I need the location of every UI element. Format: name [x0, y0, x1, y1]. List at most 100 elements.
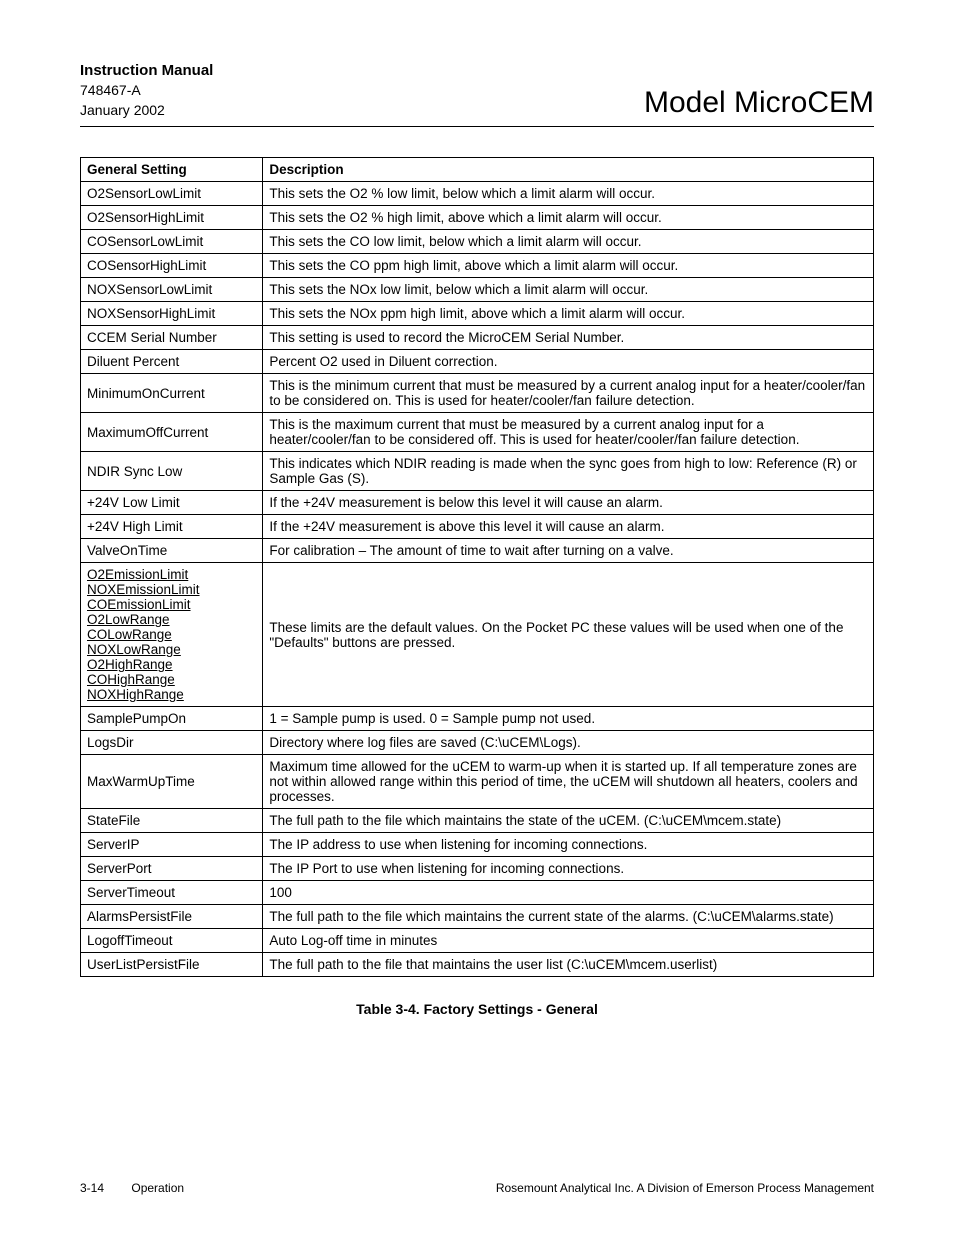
setting-cell: AlarmsPersistFile — [81, 905, 263, 929]
description-cell: The IP Port to use when listening for in… — [263, 857, 874, 881]
table-row: NDIR Sync LowThis indicates which NDIR r… — [81, 452, 874, 491]
setting-cell: O2SensorHighLimit — [81, 206, 263, 230]
col-header-setting: General Setting — [81, 158, 263, 182]
table-row: MaxWarmUpTimeMaximum time allowed for th… — [81, 755, 874, 809]
setting-cell: ServerIP — [81, 833, 263, 857]
description-cell: This sets the CO ppm high limit, above w… — [263, 254, 874, 278]
table-row: NOXSensorLowLimitThis sets the NOx low l… — [81, 278, 874, 302]
table-row: StateFileThe full path to the file which… — [81, 809, 874, 833]
setting-cell: StateFile — [81, 809, 263, 833]
setting-cell: NDIR Sync Low — [81, 452, 263, 491]
table-row: UserListPersistFileThe full path to the … — [81, 953, 874, 977]
table-caption: Table 3-4. Factory Settings - General — [80, 1001, 874, 1017]
manual-title: Instruction Manual — [80, 60, 213, 81]
table-row: ServerPortThe IP Port to use when listen… — [81, 857, 874, 881]
setting-cell: NOXSensorHighLimit — [81, 302, 263, 326]
table-row: NOXSensorHighLimitThis sets the NOx ppm … — [81, 302, 874, 326]
setting-name: COEmissionLimit — [87, 597, 256, 612]
doc-number: 748467-A — [80, 81, 213, 101]
footer-left: 3-14 Operation — [80, 1181, 184, 1195]
table-row: O2EmissionLimitNOXEmissionLimitCOEmissio… — [81, 563, 874, 707]
setting-cell: +24V Low Limit — [81, 491, 263, 515]
setting-cell: SamplePumpOn — [81, 707, 263, 731]
col-header-description: Description — [263, 158, 874, 182]
table-row: ServerTimeout100 — [81, 881, 874, 905]
table-row: COSensorHighLimitThis sets the CO ppm hi… — [81, 254, 874, 278]
description-cell: Maximum time allowed for the uCEM to war… — [263, 755, 874, 809]
description-cell: The full path to the file that maintains… — [263, 953, 874, 977]
description-cell: This sets the O2 % high limit, above whi… — [263, 206, 874, 230]
setting-name: COHighRange — [87, 672, 256, 687]
setting-cell: Diluent Percent — [81, 350, 263, 374]
setting-name: NOXHighRange — [87, 687, 256, 702]
description-cell: Auto Log-off time in minutes — [263, 929, 874, 953]
table-row: MaximumOffCurrentThis is the maximum cur… — [81, 413, 874, 452]
description-cell: This is the maximum current that must be… — [263, 413, 874, 452]
description-cell: This setting is used to record the Micro… — [263, 326, 874, 350]
setting-cell: COSensorHighLimit — [81, 254, 263, 278]
description-cell: This is the minimum current that must be… — [263, 374, 874, 413]
table-row: +24V Low LimitIf the +24V measurement is… — [81, 491, 874, 515]
setting-name: NOXLowRange — [87, 642, 256, 657]
table-row: ServerIPThe IP address to use when liste… — [81, 833, 874, 857]
table-row: LogoffTimeoutAuto Log-off time in minute… — [81, 929, 874, 953]
setting-cell: +24V High Limit — [81, 515, 263, 539]
table-row: SamplePumpOn1 = Sample pump is used. 0 =… — [81, 707, 874, 731]
setting-cell: COSensorLowLimit — [81, 230, 263, 254]
description-cell: This sets the NOx low limit, below which… — [263, 278, 874, 302]
description-cell: Directory where log files are saved (C:\… — [263, 731, 874, 755]
description-cell: This sets the O2 % low limit, below whic… — [263, 182, 874, 206]
table-row: COSensorLowLimitThis sets the CO low lim… — [81, 230, 874, 254]
setting-cell: O2SensorLowLimit — [81, 182, 263, 206]
footer-company: Rosemount Analytical Inc. A Division of … — [496, 1181, 874, 1195]
setting-cell: ServerTimeout — [81, 881, 263, 905]
setting-cell: LogsDir — [81, 731, 263, 755]
table-row: CCEM Serial NumberThis setting is used t… — [81, 326, 874, 350]
table-row: O2SensorLowLimitThis sets the O2 % low l… — [81, 182, 874, 206]
table-row: MinimumOnCurrentThis is the minimum curr… — [81, 374, 874, 413]
setting-cell: O2EmissionLimitNOXEmissionLimitCOEmissio… — [81, 563, 263, 707]
setting-cell: MinimumOnCurrent — [81, 374, 263, 413]
description-cell: The IP address to use when listening for… — [263, 833, 874, 857]
setting-name: O2LowRange — [87, 612, 256, 627]
model-name: Model MicroCEM — [644, 86, 874, 120]
setting-name: O2EmissionLimit — [87, 567, 256, 582]
setting-name: NOXEmissionLimit — [87, 582, 256, 597]
description-cell: 1 = Sample pump is used. 0 = Sample pump… — [263, 707, 874, 731]
table-header-row: General Setting Description — [81, 158, 874, 182]
description-cell: For calibration – The amount of time to … — [263, 539, 874, 563]
header-left: Instruction Manual 748467-A January 2002 — [80, 60, 213, 120]
description-cell: The full path to the file which maintain… — [263, 809, 874, 833]
page-footer: 3-14 Operation Rosemount Analytical Inc.… — [80, 1181, 874, 1195]
setting-name: COLowRange — [87, 627, 256, 642]
table-row: AlarmsPersistFileThe full path to the fi… — [81, 905, 874, 929]
page-header: Instruction Manual 748467-A January 2002… — [80, 60, 874, 127]
table-row: LogsDirDirectory where log files are sav… — [81, 731, 874, 755]
table-row: O2SensorHighLimitThis sets the O2 % high… — [81, 206, 874, 230]
setting-cell: LogoffTimeout — [81, 929, 263, 953]
setting-cell: UserListPersistFile — [81, 953, 263, 977]
description-cell: These limits are the default values. On … — [263, 563, 874, 707]
table-row: +24V High LimitIf the +24V measurement i… — [81, 515, 874, 539]
description-cell: Percent O2 used in Diluent correction. — [263, 350, 874, 374]
setting-name: O2HighRange — [87, 657, 256, 672]
description-cell: This sets the CO low limit, below which … — [263, 230, 874, 254]
description-cell: If the +24V measurement is below this le… — [263, 491, 874, 515]
setting-cell: ValveOnTime — [81, 539, 263, 563]
description-cell: This sets the NOx ppm high limit, above … — [263, 302, 874, 326]
description-cell: 100 — [263, 881, 874, 905]
table-body: O2SensorLowLimitThis sets the O2 % low l… — [81, 182, 874, 977]
settings-table: General Setting Description O2SensorLowL… — [80, 157, 874, 977]
table-row: ValveOnTimeFor calibration – The amount … — [81, 539, 874, 563]
doc-date: January 2002 — [80, 101, 213, 121]
description-cell: If the +24V measurement is above this le… — [263, 515, 874, 539]
setting-cell: ServerPort — [81, 857, 263, 881]
description-cell: The full path to the file which maintain… — [263, 905, 874, 929]
document-page: Instruction Manual 748467-A January 2002… — [0, 0, 954, 1235]
footer-page-number: 3-14 — [80, 1181, 104, 1195]
setting-cell: CCEM Serial Number — [81, 326, 263, 350]
setting-cell: NOXSensorLowLimit — [81, 278, 263, 302]
description-cell: This indicates which NDIR reading is mad… — [263, 452, 874, 491]
setting-cell: MaximumOffCurrent — [81, 413, 263, 452]
footer-section: Operation — [131, 1181, 184, 1195]
